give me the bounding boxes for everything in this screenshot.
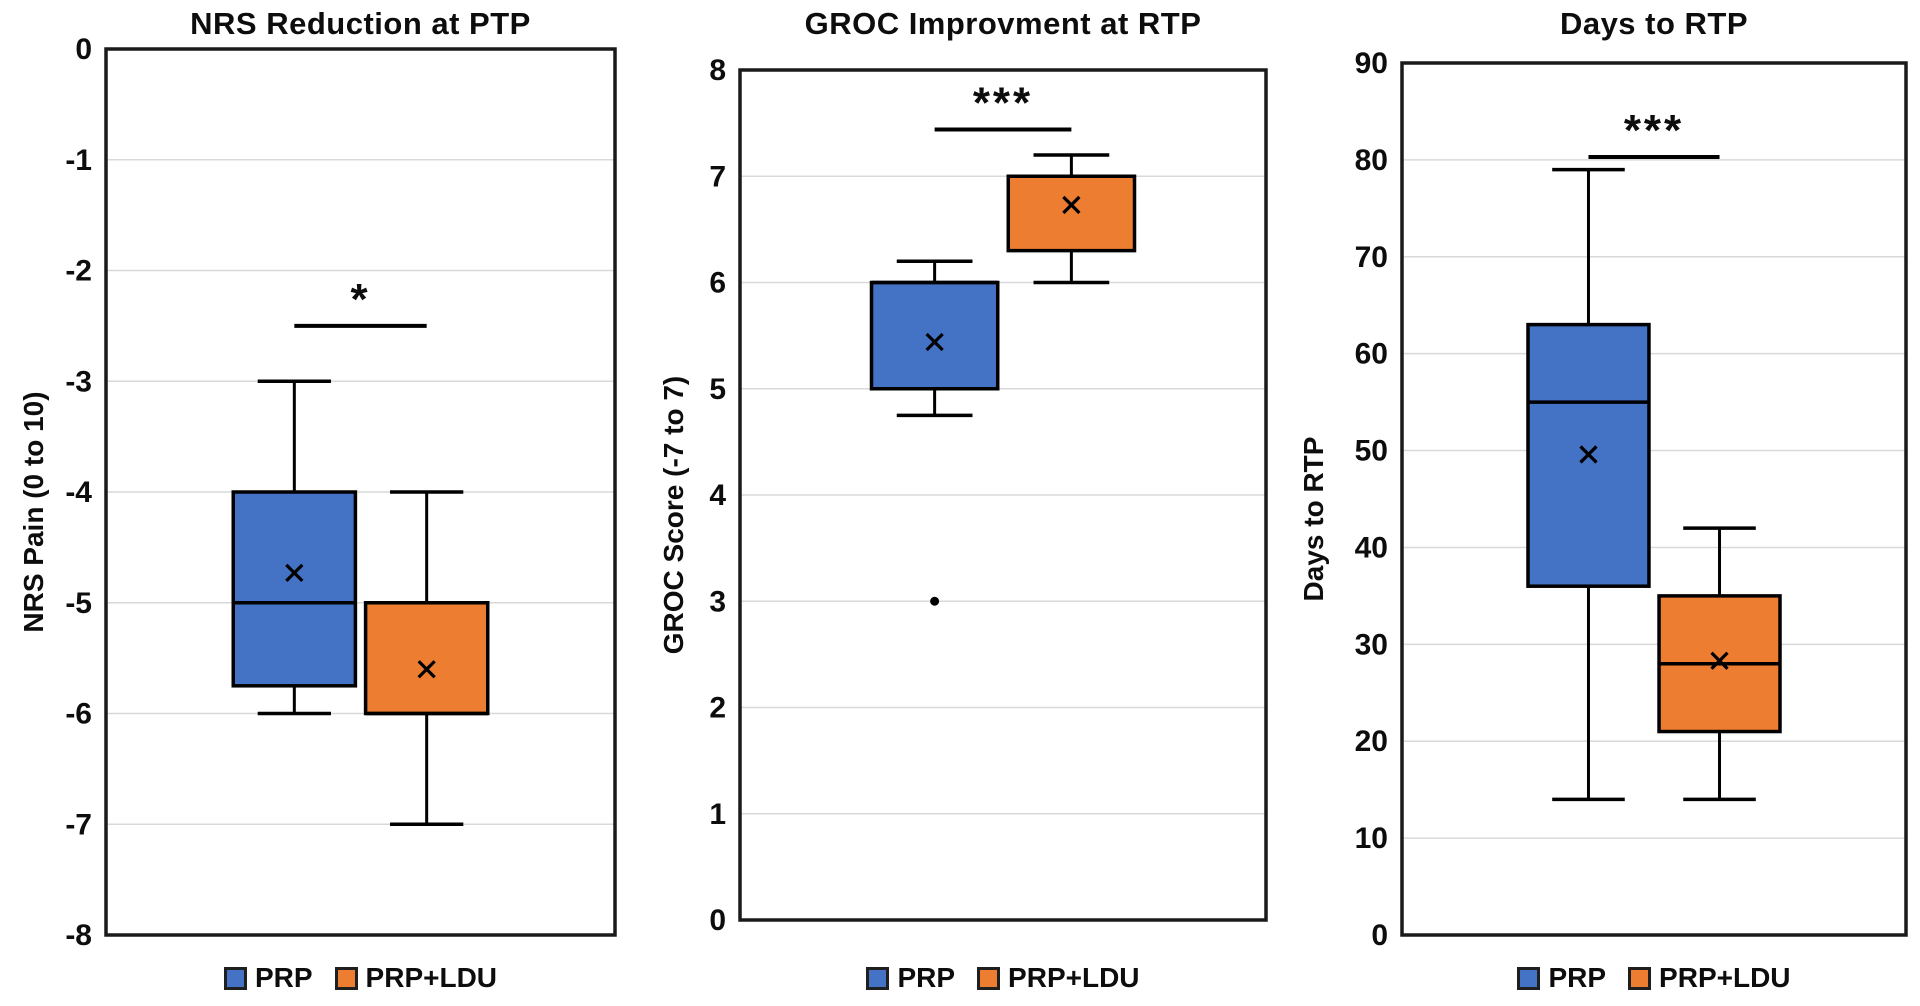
legend-item-prp: PRP <box>1517 962 1606 994</box>
svg-text:0: 0 <box>75 33 92 66</box>
legend-label-prp: PRP <box>1548 962 1607 993</box>
legend: PRP PRP+LDU <box>793 956 1213 1000</box>
legend-swatch-prp-icon <box>223 966 247 990</box>
svg-text:***: *** <box>973 79 1033 128</box>
svg-text:50: 50 <box>1355 435 1388 468</box>
legend-swatch-prp-icon <box>866 966 890 990</box>
boxplot-canvas: 8 7 6 5 4 3 2 1 0 *** <box>709 54 1268 937</box>
svg-text:30: 30 <box>1355 628 1388 661</box>
svg-text:60: 60 <box>1355 338 1388 371</box>
svg-text:3: 3 <box>709 585 726 618</box>
svg-text:-2: -2 <box>65 255 92 288</box>
svg-text:-3: -3 <box>65 365 92 398</box>
svg-text:-7: -7 <box>65 808 92 841</box>
legend-item-prp: PRP <box>223 962 313 994</box>
boxplot-canvas: 90 80 70 60 50 40 30 20 10 0 *** <box>1355 47 1908 952</box>
svg-text:5: 5 <box>709 373 726 406</box>
svg-text:80: 80 <box>1355 144 1388 177</box>
svg-text:*: * <box>350 275 370 324</box>
svg-text:-1: -1 <box>65 144 92 177</box>
legend-label-prp-ldu: PRP+LDU <box>365 962 498 993</box>
legend-item-prp-ldu: PRP+LDU <box>334 962 498 994</box>
svg-text:4: 4 <box>709 479 726 512</box>
legend-item-prp-ldu: PRP+LDU <box>977 962 1140 994</box>
svg-text:***: *** <box>1624 106 1684 155</box>
legend-swatch-prp-ldu-icon <box>977 966 1001 990</box>
svg-text:10: 10 <box>1355 822 1388 855</box>
svg-text:40: 40 <box>1355 531 1388 564</box>
legend-swatch-prp-ldu-icon <box>1628 966 1652 990</box>
svg-text:-5: -5 <box>65 587 92 620</box>
legend: PRP PRP+LDU <box>151 956 571 1000</box>
svg-text:-8: -8 <box>65 919 92 952</box>
svg-text:2: 2 <box>709 692 726 725</box>
svg-text:90: 90 <box>1355 47 1388 80</box>
svg-text:70: 70 <box>1355 241 1388 274</box>
svg-text:20: 20 <box>1355 725 1388 758</box>
legend-label-prp: PRP <box>897 962 956 993</box>
legend-label-prp-ldu: PRP+LDU <box>1659 962 1791 993</box>
chart-panel-days-to-rtp: Days to RTP Days to RTP 90 80 70 60 50 40 30 20… <box>1280 0 1920 1006</box>
boxplot-canvas: 0 -1 -2 -3 -4 -5 -6 -7 -8 * <box>65 33 617 952</box>
svg-text:1: 1 <box>709 798 726 831</box>
legend-swatch-prp-icon <box>1517 966 1541 990</box>
svg-text:6: 6 <box>709 267 726 300</box>
legend-item-prp-ldu: PRP+LDU <box>1628 962 1791 994</box>
svg-text:0: 0 <box>1371 919 1388 952</box>
legend: PRP PRP+LDU <box>1444 956 1864 1000</box>
svg-text:8: 8 <box>709 54 726 87</box>
chart-panel-nrs-reduction: NRS Reduction at PTP NRS Pain (0 to 10) … <box>0 0 640 1006</box>
legend-label-prp-ldu: PRP+LDU <box>1008 962 1140 993</box>
legend-label-prp: PRP <box>254 962 313 993</box>
chart-panel-groc-improvement: GROC Improvment at RTP GROC Score (-7 to… <box>640 0 1280 1006</box>
legend-item-prp: PRP <box>866 962 955 994</box>
svg-text:7: 7 <box>709 160 726 193</box>
svg-text:-6: -6 <box>65 698 92 731</box>
svg-text:-4: -4 <box>65 476 92 509</box>
svg-text:0: 0 <box>709 904 726 937</box>
legend-swatch-prp-ldu-icon <box>334 966 358 990</box>
